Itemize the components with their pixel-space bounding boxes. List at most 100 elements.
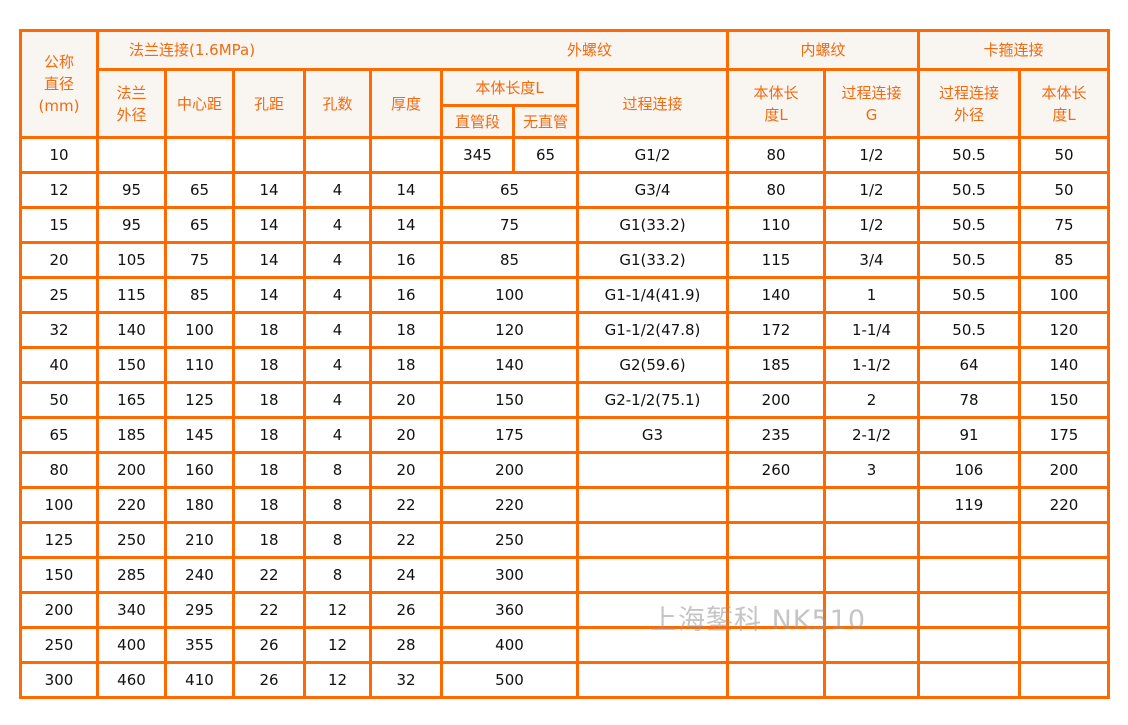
- table-cell: 28: [369, 626, 443, 664]
- table-cell: 18: [232, 346, 306, 384]
- table-cell: 4: [303, 206, 372, 244]
- table-cell: G1(33.2): [576, 206, 729, 244]
- table-cell: 75: [440, 206, 579, 244]
- table-cell: 150: [19, 556, 99, 594]
- table-cell: 200: [726, 381, 826, 419]
- table-cell: 240: [164, 556, 235, 594]
- table-cell: 165: [96, 381, 167, 419]
- table-cell: 2-1/2: [823, 416, 920, 454]
- table-cell: 119: [917, 486, 1021, 524]
- table-row: 12 95 65 14 4 14 65 G3/4 80 1/2 50.5 50: [19, 171, 1110, 209]
- table-cell: [576, 661, 729, 699]
- header-center-distance: 中心距: [164, 68, 235, 139]
- table-cell: 355: [164, 626, 235, 664]
- table-cell: 400: [96, 626, 167, 664]
- table-row: 15 95 65 14 4 14 75 G1(33.2) 110 1/2 50.5 75: [19, 206, 1110, 244]
- header-int-process-connection: 过程连接 G: [823, 68, 920, 139]
- table-cell: 50: [1018, 171, 1110, 209]
- table-cell: [917, 556, 1021, 594]
- table-row: 300 460 410 26 12 32 500: [19, 661, 1110, 699]
- table-cell: 24: [369, 556, 443, 594]
- table-row: 40 150 110 18 4 18 140 G2(59.6) 185 1-1/2 64 140: [19, 346, 1110, 384]
- table-cell: [726, 486, 826, 524]
- table-cell: [726, 591, 826, 629]
- spec-table-container: 公称 直径 (mm) 法兰连接(1.6MPa) 外螺纹 内螺纹 卡箍连接 法兰 …: [19, 29, 1110, 699]
- table-cell: 160: [164, 451, 235, 489]
- table-cell: 220: [440, 486, 579, 524]
- table-cell: 95: [96, 171, 167, 209]
- table-cell: 65: [164, 206, 235, 244]
- table-cell: 200: [440, 451, 579, 489]
- table-cell: [823, 556, 920, 594]
- table-cell: 26: [232, 626, 306, 664]
- table-cell: [164, 136, 235, 174]
- table-row: 25 115 85 14 4 16 100 G1-1/4(41.9) 140 1 50.5 100: [19, 276, 1110, 314]
- table-cell: [1018, 591, 1110, 629]
- table-cell: 4: [303, 381, 372, 419]
- table-cell: G1-1/2(47.8): [576, 311, 729, 349]
- table-cell: 22: [232, 556, 306, 594]
- table-cell: 85: [164, 276, 235, 314]
- table-cell: [823, 661, 920, 699]
- table-cell: 250: [96, 521, 167, 559]
- table-cell: 22: [369, 521, 443, 559]
- table-cell: 16: [369, 241, 443, 279]
- table-cell: 2: [823, 381, 920, 419]
- table-cell: 80: [726, 171, 826, 209]
- table-cell: 64: [917, 346, 1021, 384]
- table-cell: G1-1/4(41.9): [576, 276, 729, 314]
- table-cell: 300: [19, 661, 99, 699]
- table-cell: 50: [19, 381, 99, 419]
- table-cell: [917, 661, 1021, 699]
- table-cell: 22: [232, 591, 306, 629]
- table-cell: 75: [1018, 206, 1110, 244]
- table-cell: 65: [512, 136, 579, 174]
- table-cell: G1/2: [576, 136, 729, 174]
- table-cell: 91: [917, 416, 1021, 454]
- table-cell: 460: [96, 661, 167, 699]
- table-cell: 8: [303, 451, 372, 489]
- table-cell: 32: [19, 311, 99, 349]
- table-cell: 140: [1018, 346, 1110, 384]
- table-cell: [369, 136, 443, 174]
- table-cell: 285: [96, 556, 167, 594]
- table-cell: 50.5: [917, 241, 1021, 279]
- table-cell: 18: [369, 311, 443, 349]
- table-row: 100 220 180 18 8 22 220 119 220: [19, 486, 1110, 524]
- table-cell: 115: [96, 276, 167, 314]
- table-cell: 220: [96, 486, 167, 524]
- table-cell: 210: [164, 521, 235, 559]
- table-cell: 235: [726, 416, 826, 454]
- table-cell: 410: [164, 661, 235, 699]
- table-cell: 250: [440, 521, 579, 559]
- table-cell: 300: [440, 556, 579, 594]
- table-cell: [726, 556, 826, 594]
- table-cell: 20: [369, 416, 443, 454]
- table-cell: 14: [232, 241, 306, 279]
- table-cell: 50: [1018, 136, 1110, 174]
- table-cell: G2-1/2(75.1): [576, 381, 729, 419]
- table-cell: 140: [726, 276, 826, 314]
- table-cell: 32: [369, 661, 443, 699]
- table-cell: [726, 521, 826, 559]
- table-cell: 140: [440, 346, 579, 384]
- table-cell: G3: [576, 416, 729, 454]
- table-cell: 115: [726, 241, 826, 279]
- table-cell: 80: [19, 451, 99, 489]
- table-cell: 200: [96, 451, 167, 489]
- table-cell: [917, 626, 1021, 664]
- table-cell: [726, 626, 826, 664]
- table-cell: 150: [1018, 381, 1110, 419]
- table-row: 32 140 100 18 4 18 120 G1-1/2(47.8) 172 1-1/4 50.5…: [19, 311, 1110, 349]
- table-cell: 1: [823, 276, 920, 314]
- table-cell: 1-1/4: [823, 311, 920, 349]
- table-cell: 8: [303, 486, 372, 524]
- table-row: 65 185 145 18 4 20 175 G3 235 2-1/2 91 175: [19, 416, 1110, 454]
- table-cell: 175: [1018, 416, 1110, 454]
- table-row: 250 400 355 26 12 28 400: [19, 626, 1110, 664]
- table-cell: 360: [440, 591, 579, 629]
- table-cell: 400: [440, 626, 579, 664]
- header-clamp-group: 卡箍连接: [917, 29, 1110, 71]
- table-cell: [917, 591, 1021, 629]
- table-cell: 18: [232, 381, 306, 419]
